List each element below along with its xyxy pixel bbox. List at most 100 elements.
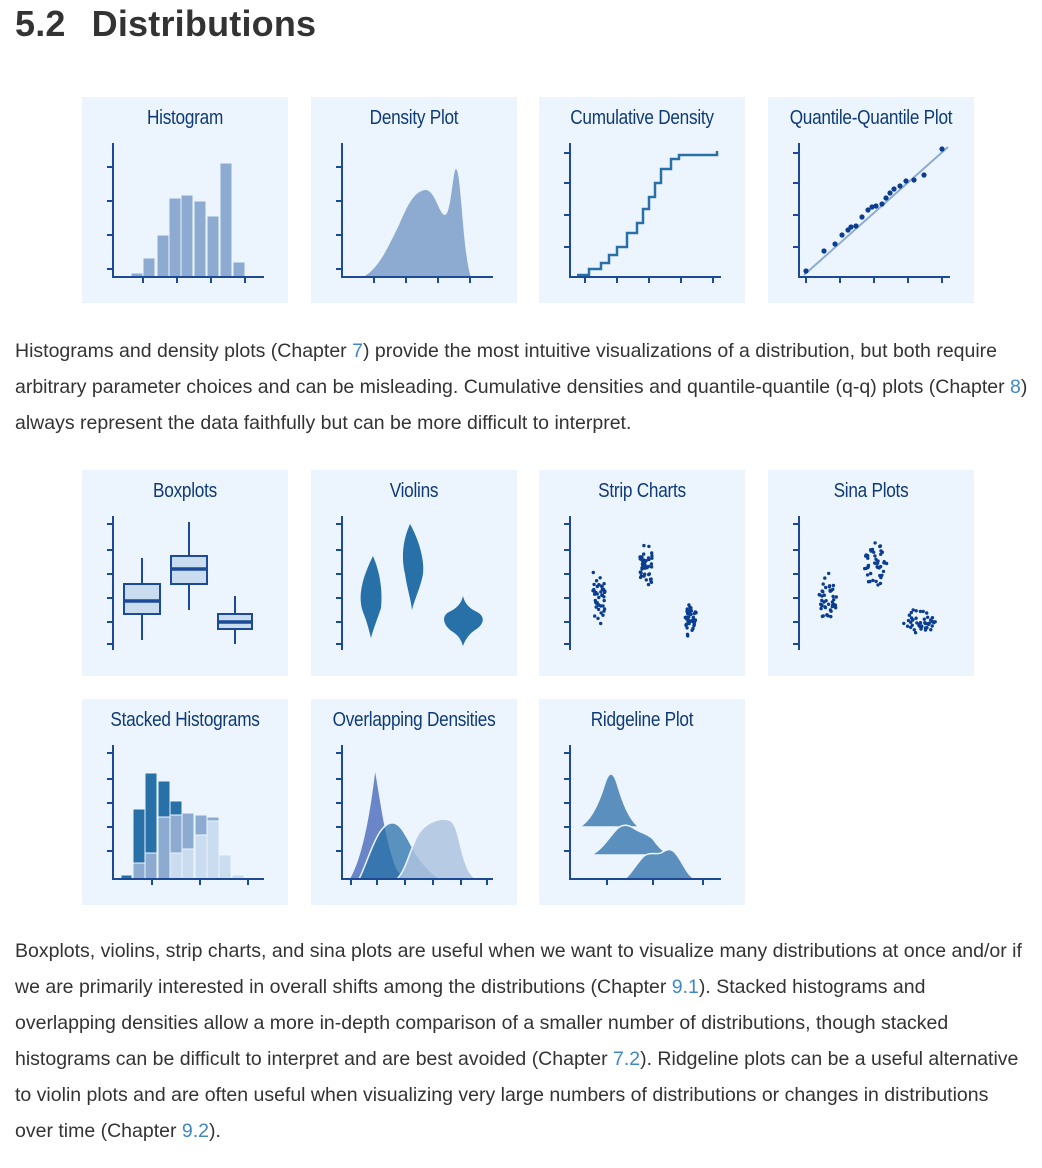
data-point <box>832 602 836 607</box>
data-point <box>596 616 600 621</box>
histogram-label: Histogram <box>146 107 224 129</box>
sina-tile: Sina Plots <box>768 470 974 676</box>
data-point <box>598 576 602 580</box>
stacked-label: Stacked Histograms <box>110 709 260 731</box>
data-point <box>649 565 654 569</box>
overlapping-densities-icon <box>336 745 493 885</box>
qq-label: Quantile-Quantile Plot <box>789 107 953 129</box>
overlap-label: Overlapping Densities <box>332 709 496 731</box>
data-point <box>646 564 651 569</box>
chapter-link-9-2[interactable]: 9.2 <box>181 1120 210 1142</box>
data-point <box>821 614 825 618</box>
data-point <box>881 569 886 574</box>
data-point <box>925 611 929 615</box>
data-point <box>685 632 690 636</box>
data-point <box>639 571 643 575</box>
data-point <box>884 561 889 566</box>
data-point <box>829 588 833 593</box>
stacked-histogram-icon <box>107 745 264 885</box>
data-point <box>689 606 693 610</box>
data-point <box>820 603 824 607</box>
data-point <box>600 584 604 589</box>
sina-label: Sina Plots <box>833 480 909 502</box>
data-point <box>873 554 877 558</box>
data-point <box>874 557 878 561</box>
section-title: Distributions <box>91 3 317 44</box>
data-point <box>593 614 597 618</box>
data-point <box>834 595 838 599</box>
data-point <box>602 598 606 603</box>
data-point <box>592 587 596 592</box>
chapter-link-9-1[interactable]: 9.1 <box>671 976 699 998</box>
data-point <box>694 611 698 615</box>
data-point <box>874 579 878 584</box>
stacked-tile: Stacked Histograms <box>82 699 288 905</box>
data-point <box>647 544 651 549</box>
boxplot-icon <box>107 516 253 650</box>
data-point <box>866 563 871 568</box>
data-point <box>923 628 928 632</box>
data-point <box>831 594 835 599</box>
data-point <box>599 590 603 594</box>
data-point <box>925 615 930 619</box>
data-point <box>826 602 831 606</box>
data-point <box>638 575 643 580</box>
data-point <box>599 611 603 615</box>
data-point <box>685 609 689 614</box>
data-point <box>642 543 646 548</box>
data-point <box>642 558 646 562</box>
data-point <box>650 551 654 555</box>
data-point <box>913 631 918 635</box>
section-number: 5.2 <box>15 3 66 44</box>
data-point <box>597 595 601 600</box>
strip-tile: Strip Charts <box>539 470 745 676</box>
chapter-link-8[interactable]: 8 <box>1010 376 1021 398</box>
overlap-tile: Overlapping Densities <box>311 699 517 905</box>
data-point <box>907 613 912 617</box>
data-point <box>909 610 913 615</box>
data-point <box>684 622 689 626</box>
data-point <box>599 621 603 626</box>
cumulative-tile: Cumulative Density <box>539 97 745 303</box>
data-point <box>642 574 646 578</box>
data-point <box>595 592 599 596</box>
para1-text-3: ) always represent the data faithfully b… <box>15 376 1028 434</box>
data-point <box>820 589 824 593</box>
data-point <box>882 560 886 564</box>
para2-text-3: ). Ridgeline plots can be a useful alter… <box>15 1048 1019 1142</box>
data-point <box>921 609 925 614</box>
data-point <box>911 608 915 612</box>
density-tile: Density Plot <box>311 97 517 303</box>
data-point <box>870 547 875 552</box>
data-point <box>821 582 825 586</box>
data-point <box>644 578 648 582</box>
chapter-link-7-2[interactable]: 7.2 <box>612 1048 641 1070</box>
violins-label: Violins <box>389 480 439 502</box>
data-point <box>601 604 605 608</box>
data-point <box>864 554 868 558</box>
data-point <box>825 613 829 617</box>
sina-plot-icon <box>793 516 937 650</box>
data-point <box>922 617 926 621</box>
data-point <box>823 605 827 609</box>
histogram-tile: Histogram <box>82 97 288 303</box>
data-point <box>865 573 870 577</box>
section-heading: 5.2 Distributions <box>15 0 316 48</box>
data-point <box>827 571 831 576</box>
ridgeline-tile: Ridgeline Plot <box>539 699 745 905</box>
data-point <box>685 615 689 619</box>
data-point <box>910 623 914 627</box>
data-point <box>642 552 646 556</box>
data-point <box>641 565 645 570</box>
data-point <box>866 580 871 584</box>
data-point <box>829 609 833 613</box>
data-point <box>912 628 916 632</box>
data-point <box>691 615 695 619</box>
data-point <box>824 585 828 590</box>
qq-plot-icon <box>793 143 950 283</box>
data-point <box>933 620 937 624</box>
data-point <box>902 621 906 626</box>
data-point <box>823 576 827 580</box>
chapter-link-7[interactable]: 7 <box>352 340 363 362</box>
data-point <box>914 616 918 620</box>
